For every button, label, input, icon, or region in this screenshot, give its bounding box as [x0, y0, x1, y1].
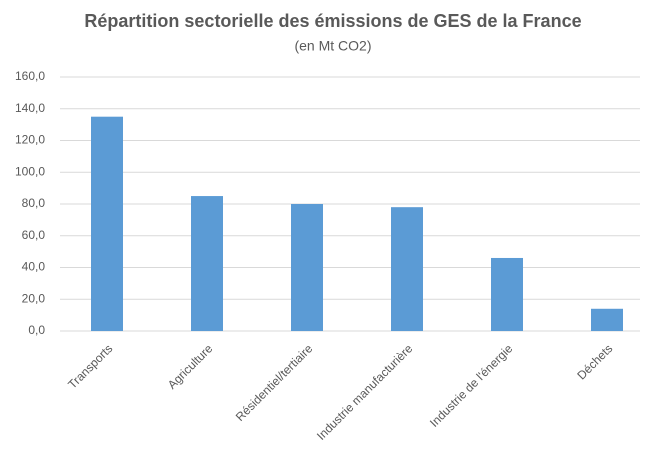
bar — [91, 116, 123, 331]
y-tick-label: 20,0 — [22, 291, 46, 305]
y-tick-label: 120,0 — [15, 133, 45, 147]
x-tick-label: Déchets — [574, 341, 615, 382]
bar — [591, 308, 623, 331]
x-tick-label: Agriculture — [165, 341, 216, 392]
y-tick-label: 100,0 — [15, 164, 45, 178]
y-tick-label: 140,0 — [15, 101, 45, 115]
chart-title: Répartition sectorielle des émissions de… — [84, 11, 581, 31]
x-tick-label: Résidentiel/tertiaire — [233, 341, 316, 424]
bar — [391, 207, 423, 331]
bar — [491, 257, 523, 331]
x-tick-label: Industrie manufacturière — [314, 341, 416, 443]
y-tick-label: 80,0 — [22, 196, 46, 210]
bar — [191, 196, 223, 331]
y-tick-label: 40,0 — [22, 260, 46, 274]
x-tick-label: Transports — [65, 341, 115, 391]
y-tick-label: 0,0 — [28, 323, 45, 337]
y-tick-label: 60,0 — [22, 228, 46, 242]
bar — [291, 204, 323, 331]
chart-subtitle: (en Mt CO2) — [294, 38, 371, 54]
y-tick-label: 160,0 — [15, 69, 45, 83]
x-tick-label: Industrie de l'énergie — [427, 341, 516, 430]
